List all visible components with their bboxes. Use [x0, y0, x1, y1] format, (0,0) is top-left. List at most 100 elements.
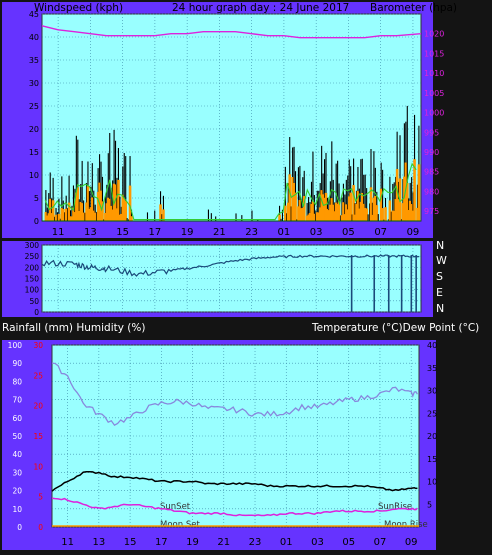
wind-x-tick: 03 [310, 227, 323, 238]
temp-x-tick: 21 [217, 537, 230, 548]
bottom-left-title: Rainfall (mm) Humidity (%) [2, 322, 145, 334]
moonset-label: Moon Set [160, 520, 200, 530]
humidity-y-tick: 50 [12, 432, 22, 441]
gust-bar [333, 211, 337, 221]
gust-bar [298, 200, 302, 221]
humidity-y-tick: 80 [12, 377, 22, 386]
rain-y-tick: 30 [33, 341, 43, 350]
barometer-y-tick: 990 [424, 148, 439, 157]
gust-bar [411, 210, 415, 221]
gust-bar [98, 182, 101, 221]
sunset-label: SunSet [160, 502, 191, 512]
gust-bar [47, 213, 51, 221]
gust-bar [82, 212, 85, 221]
wind-x-tick: 11 [52, 227, 65, 238]
wind-x-tick: 07 [374, 227, 387, 238]
gust-bar [417, 164, 421, 221]
gust-bar [300, 208, 303, 221]
rain-y-tick: 10 [33, 462, 43, 471]
wind-y-tick: 15 [29, 148, 39, 157]
wind-average-line [44, 162, 417, 221]
gust-bar [302, 196, 306, 221]
wind-x-tick: 05 [342, 227, 355, 238]
gust-bar [397, 199, 400, 221]
gust-bar [313, 213, 316, 221]
rain-y-tick: 5 [38, 493, 43, 502]
direction-line [41, 254, 420, 277]
humidity-y-tick: 30 [12, 468, 22, 477]
gust-bar [363, 207, 367, 221]
gust-bar [410, 204, 413, 221]
dir-y-tick: 150 [25, 275, 40, 284]
gust-bar [326, 208, 329, 221]
moonrise-label: Moon Rise [384, 520, 428, 530]
gust-bar [89, 207, 93, 221]
gust-bar [329, 204, 332, 221]
gust-bar [327, 210, 331, 221]
gust-bar [46, 215, 49, 221]
temp-x-tick: 23 [249, 537, 262, 548]
wind-x-tick: 09 [407, 227, 420, 238]
gust-bar [162, 209, 165, 221]
gust-bar [407, 210, 411, 221]
gust-bar [54, 214, 58, 221]
gust-bar [403, 176, 406, 221]
gust-bar [278, 214, 281, 221]
gust-bar [356, 191, 360, 221]
gust-bar [70, 216, 74, 221]
series-line-temperature [51, 470, 418, 492]
barometer-y-tick: 1010 [424, 69, 444, 78]
gust-bar [69, 216, 72, 221]
barometer-y-tick: 975 [424, 207, 439, 216]
barometer-y-tick: 1015 [424, 49, 444, 58]
wind-x-tick: 01 [278, 227, 291, 238]
gust-bar [61, 209, 65, 221]
wind-x-tick: 21 [213, 227, 226, 238]
dir-label-w: W [436, 254, 447, 267]
gust-bar [72, 207, 75, 221]
humidity-y-tick: 100 [8, 341, 23, 350]
gust-bar [48, 198, 52, 221]
wind-y-tick: 0 [34, 217, 39, 226]
gust-bar [345, 204, 348, 221]
gust-bar [388, 200, 392, 221]
gust-bar [120, 213, 123, 221]
gust-bar [353, 214, 357, 221]
gust-bar [297, 206, 300, 221]
rain-y-tick: 20 [33, 402, 43, 411]
gust-bar [92, 210, 96, 221]
humidity-y-tick: 20 [12, 487, 22, 496]
top-center-title: 24 hour graph day : 24 June 2017 [172, 2, 349, 14]
barometer-y-tick: 1005 [424, 89, 444, 98]
gust-bar [93, 212, 97, 221]
gust-bar [381, 208, 384, 221]
gust-bar [115, 208, 119, 221]
humidity-y-tick: 40 [12, 450, 22, 459]
gust-bar [67, 202, 71, 221]
gust-bar [288, 174, 292, 221]
gust-bar [292, 182, 296, 221]
temp-x-tick: 01 [280, 537, 293, 548]
gust-bar [408, 200, 412, 221]
gust-bar [318, 207, 322, 221]
gust-bar [330, 198, 334, 221]
gust-bar [331, 204, 335, 221]
gust-bar [88, 208, 91, 221]
gust-bar [346, 209, 350, 221]
temp-x-tick: 11 [61, 537, 74, 548]
temp-x-tick: 09 [405, 537, 418, 548]
gust-bar [369, 187, 373, 221]
gust-bar [73, 212, 77, 221]
barometer-line [41, 25, 422, 39]
temp-y-tick: 15 [427, 455, 437, 464]
dir-y-tick: 250 [25, 252, 40, 261]
temp-y-tick: 30 [427, 387, 437, 396]
gust-bar [118, 214, 122, 221]
series-line-humidity [51, 362, 418, 427]
barometer-y-tick: 995 [424, 128, 439, 137]
wind-y-tick: 20 [29, 125, 39, 134]
gust-bar [75, 192, 78, 221]
gust-bar [104, 212, 107, 221]
